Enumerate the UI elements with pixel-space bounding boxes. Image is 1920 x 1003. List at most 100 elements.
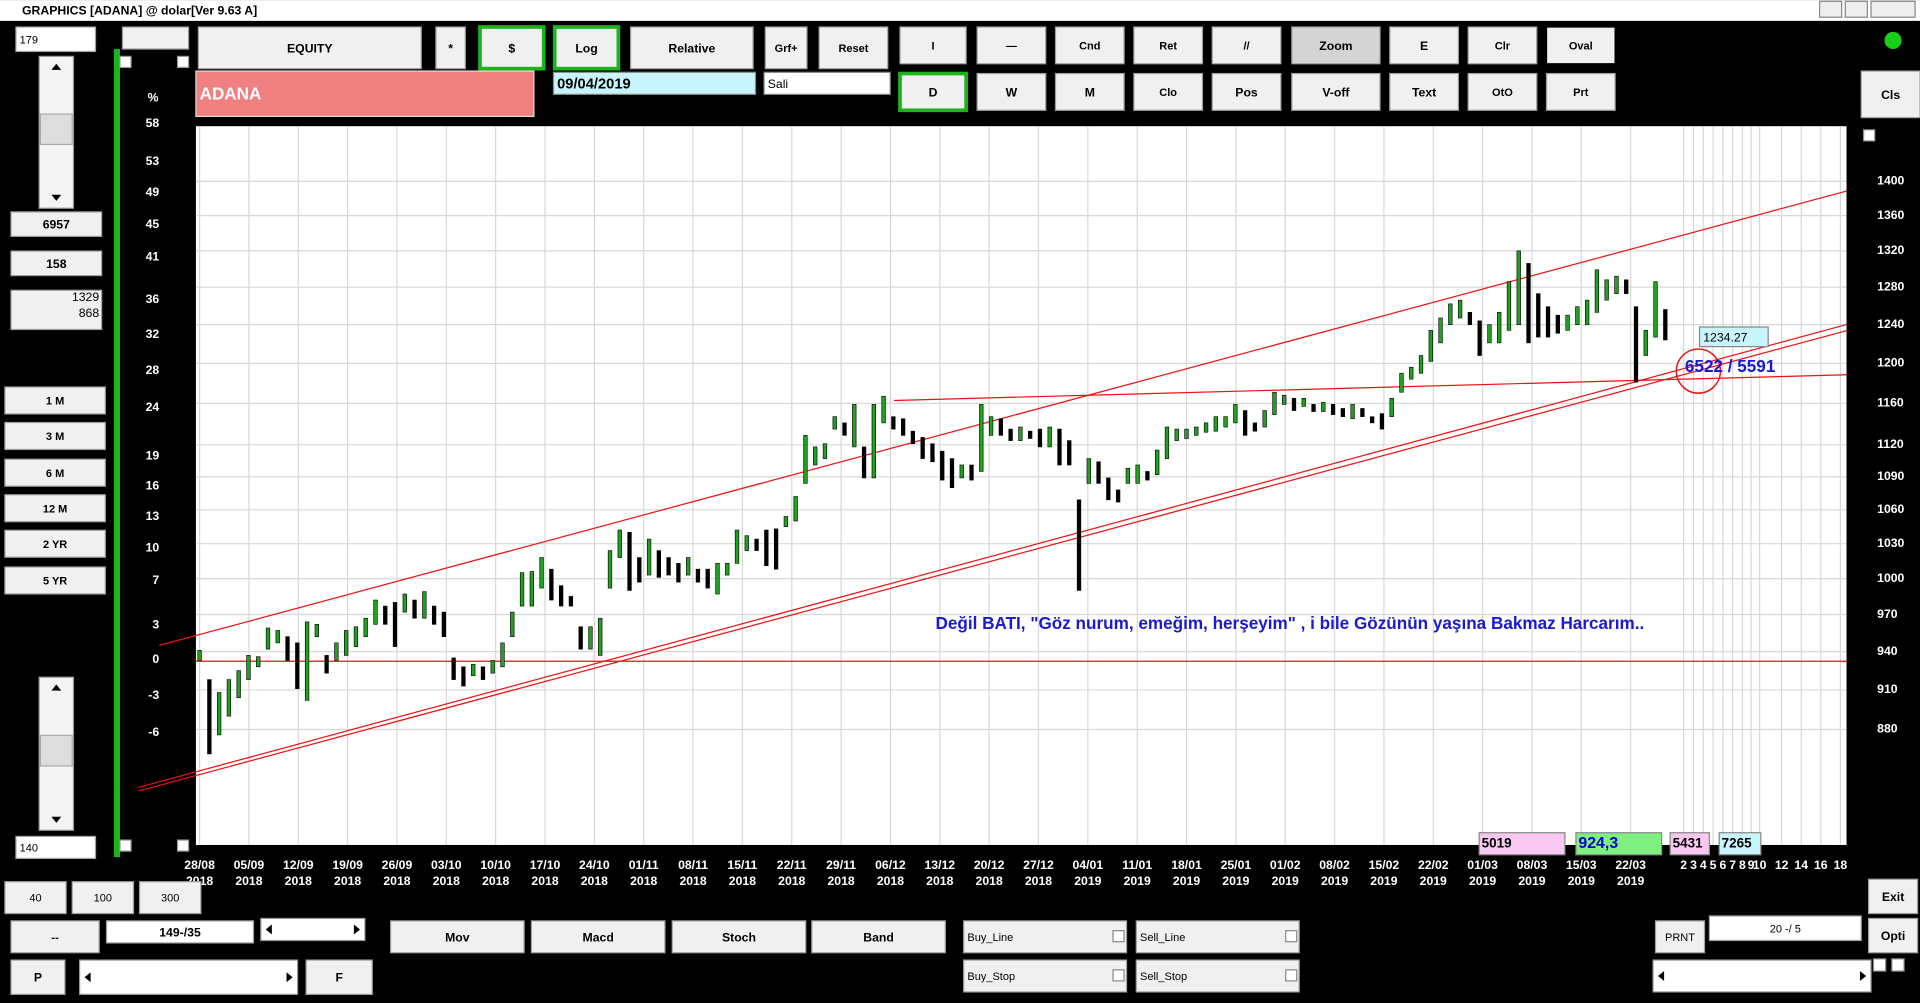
button-label[interactable]: Cls xyxy=(1881,88,1900,102)
button[interactable]: Opti xyxy=(1867,917,1919,954)
button[interactable]: Log xyxy=(552,25,621,71)
button-bg[interactable] xyxy=(478,25,546,71)
button-label[interactable]: OtO xyxy=(1492,87,1513,99)
button-bg[interactable] xyxy=(1545,26,1616,65)
button-bg[interactable] xyxy=(71,881,135,915)
button-label[interactable]: 100 xyxy=(94,893,112,905)
button[interactable]: Buy_Line xyxy=(963,920,1128,954)
checkbox[interactable] xyxy=(1285,969,1298,982)
button-bg[interactable] xyxy=(976,72,1047,111)
range-field[interactable]: 149-/35 xyxy=(105,920,255,944)
ratio-field-bg[interactable] xyxy=(1708,915,1862,942)
button-bg[interactable] xyxy=(1545,72,1616,111)
button-label[interactable]: 40 xyxy=(29,893,41,905)
button[interactable]: 300 xyxy=(138,881,202,915)
button[interactable]: * xyxy=(435,26,466,70)
button-bg[interactable] xyxy=(4,421,106,451)
scroll-track[interactable] xyxy=(78,959,299,995)
button-label[interactable]: Sell_Line xyxy=(1140,932,1185,944)
button-bg[interactable] xyxy=(10,920,100,954)
button[interactable]: Prt xyxy=(1545,72,1616,111)
button-label[interactable]: Sell_Stop xyxy=(1140,971,1187,983)
day-field-bg[interactable] xyxy=(763,71,891,95)
button[interactable]: Cls xyxy=(1860,70,1920,119)
button-bg[interactable] xyxy=(4,458,106,487)
button-label[interactable]: 12 M xyxy=(43,503,68,515)
date-field[interactable]: 09/04/2019 xyxy=(552,71,757,95)
button[interactable]: EQUITY xyxy=(197,26,422,70)
button-bg[interactable] xyxy=(1054,72,1125,111)
button[interactable]: OtO xyxy=(1467,72,1538,111)
button-label[interactable]: 5 YR xyxy=(43,576,67,588)
button-bg[interactable] xyxy=(552,25,621,71)
scroll-arrow-left[interactable] xyxy=(1657,971,1665,981)
button-label[interactable]: Cnd xyxy=(1079,41,1100,53)
scrollbar[interactable] xyxy=(38,55,75,209)
button-label[interactable]: I xyxy=(932,41,935,53)
button[interactable]: I xyxy=(899,26,967,65)
button[interactable]: V-off xyxy=(1291,72,1381,111)
scroll-arrow-up[interactable] xyxy=(51,684,62,691)
button[interactable]: Text xyxy=(1389,72,1459,111)
button[interactable]: — xyxy=(976,26,1047,65)
checkbox[interactable] xyxy=(119,55,132,69)
button-label[interactable]: F xyxy=(335,971,343,985)
scroll-track[interactable] xyxy=(1652,959,1872,993)
button-bg[interactable] xyxy=(4,529,106,558)
button-label[interactable]: Mov xyxy=(445,930,470,944)
checkbox[interactable] xyxy=(1863,129,1876,142)
date-field-bg[interactable] xyxy=(552,71,757,95)
checkbox[interactable] xyxy=(1872,958,1887,972)
button-label[interactable]: 300 xyxy=(161,893,179,905)
window-controls[interactable] xyxy=(1818,0,1916,18)
scrollbar[interactable] xyxy=(78,959,299,995)
button-bg[interactable] xyxy=(963,920,1128,954)
checkbox[interactable] xyxy=(1285,930,1298,943)
button[interactable]: 5 YR xyxy=(4,566,106,595)
button-label[interactable]: 2 YR xyxy=(43,539,67,551)
button-bg[interactable] xyxy=(197,26,422,70)
button[interactable]: Reset xyxy=(818,26,889,70)
button-bg[interactable] xyxy=(1867,878,1919,915)
scroll-arrow-right[interactable] xyxy=(286,972,293,983)
button-bg[interactable] xyxy=(305,959,373,995)
scrollbar[interactable] xyxy=(38,676,75,831)
ratio-field[interactable]: 20 -/ 5 xyxy=(1708,915,1862,942)
button-bg[interactable] xyxy=(1291,72,1381,111)
button[interactable]: $ xyxy=(478,25,546,71)
button[interactable]: Mov xyxy=(390,920,525,954)
button-bg[interactable] xyxy=(1133,26,1204,65)
button[interactable]: Macd xyxy=(530,920,666,954)
button-bg[interactable] xyxy=(4,386,106,415)
button-bg[interactable] xyxy=(4,494,106,523)
nav-controls[interactable] xyxy=(119,26,1876,852)
button-bg[interactable] xyxy=(671,920,807,954)
button-label[interactable]: Ret xyxy=(1159,41,1177,53)
button-bg[interactable] xyxy=(1135,959,1300,993)
button[interactable]: 1 M xyxy=(4,386,106,415)
button[interactable]: Clo xyxy=(1133,72,1204,111)
button-bg[interactable] xyxy=(530,920,666,954)
scroll-arrow-down[interactable] xyxy=(51,194,62,201)
button[interactable]: P xyxy=(10,959,66,995)
button[interactable]: Pos xyxy=(1211,72,1282,111)
button[interactable]: Oval xyxy=(1545,26,1616,65)
button[interactable]: W xyxy=(976,72,1047,111)
button-bg[interactable] xyxy=(963,959,1128,993)
button[interactable]: // xyxy=(1211,26,1282,65)
button-bg[interactable] xyxy=(1389,26,1459,65)
input-field-label[interactable]: 140 xyxy=(20,843,38,855)
button-label[interactable]: Reset xyxy=(838,43,868,55)
button[interactable]: Relative xyxy=(630,26,754,70)
button[interactable]: Exit xyxy=(1867,878,1919,915)
button-label[interactable]: Stoch xyxy=(722,930,756,944)
button-bg[interactable] xyxy=(4,566,106,595)
input-field-bg[interactable] xyxy=(15,835,97,860)
button-label[interactable]: V-off xyxy=(1322,85,1350,99)
button[interactable]: 2 YR xyxy=(4,529,106,558)
button-bg[interactable] xyxy=(390,920,525,954)
button[interactable]: E xyxy=(1389,26,1459,65)
scroll-arrow-left[interactable] xyxy=(265,924,272,935)
button-label[interactable]: Band xyxy=(863,930,894,944)
button-bg[interactable] xyxy=(1389,72,1459,111)
